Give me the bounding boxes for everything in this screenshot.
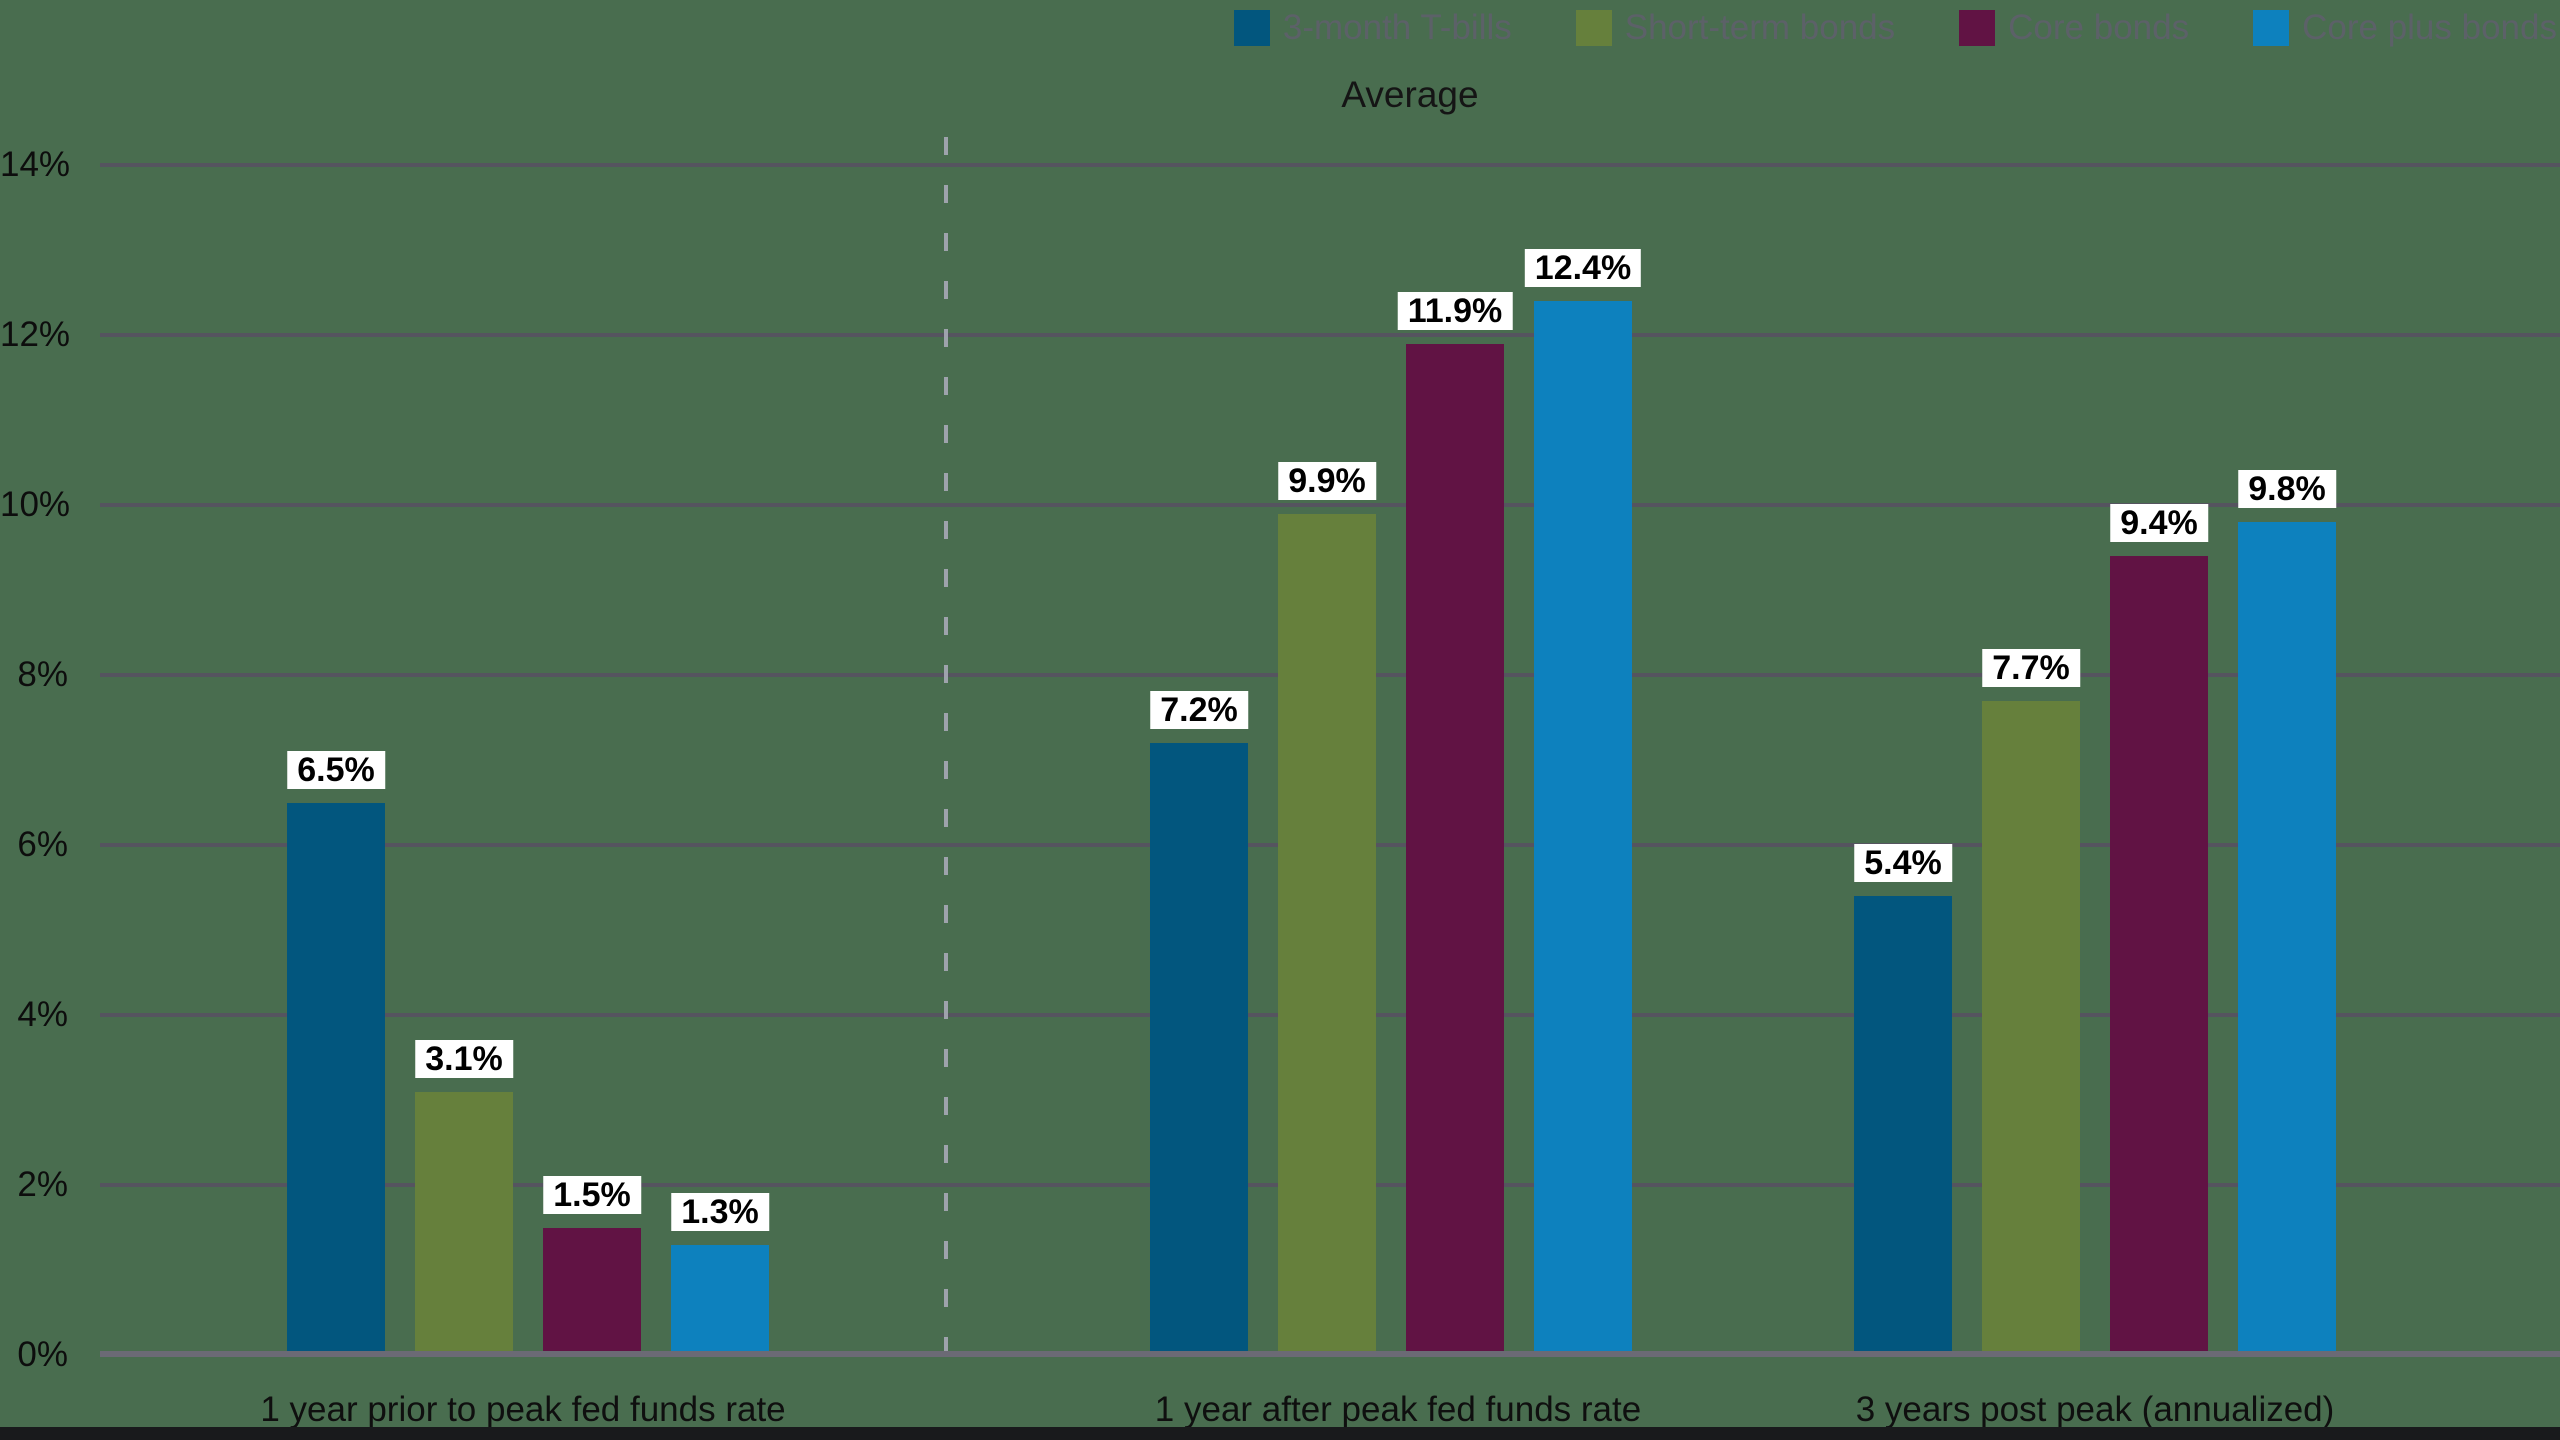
bar-core-bonds [543, 1227, 641, 1355]
bar-core-plus-bonds [671, 1244, 769, 1355]
y-axis-tick-label: 4% [17, 995, 68, 1034]
category-label: 1 year prior to peak fed funds rate [260, 1390, 786, 1429]
bar-value-label: 1.3% [671, 1192, 769, 1231]
bar-core-plus-bonds [2238, 522, 2336, 1355]
bar-value-label: 11.9% [1397, 291, 1513, 330]
bar-value-label: 6.5% [287, 750, 385, 789]
y-axis-tick-label: 0% [17, 1335, 68, 1374]
category-label: 3 years post peak (annualized) [1855, 1390, 2335, 1429]
legend-item: Core bonds [1959, 8, 2189, 48]
bar-core-plus-bonds [1534, 301, 1632, 1355]
legend-label: Core plus bonds [2302, 8, 2557, 47]
legend-swatch [1233, 10, 1270, 46]
bar-value-label: 7.2% [1150, 691, 1248, 729]
bar-value-label: 1.5% [543, 1175, 641, 1214]
legend-label: Core bonds [2008, 8, 2190, 47]
legend-item: 3-month T-bills [1233, 8, 1512, 48]
legend-swatch [2253, 10, 2290, 46]
bar-short-term-bonds [1982, 700, 2080, 1355]
bar-3-month-t-bills [287, 802, 385, 1355]
bar-3-month-t-bills [1150, 743, 1248, 1355]
bar-value-label: 7.7% [1982, 648, 2080, 687]
legend-item: Short-term bonds [1575, 8, 1896, 48]
bar-value-label: 3.1% [415, 1039, 513, 1078]
y-axis-tick-label: 14% [0, 145, 71, 184]
bar-short-term-bonds [1278, 513, 1376, 1355]
chart-title: Average [1341, 74, 1479, 115]
gridline [100, 333, 2560, 337]
legend-swatch [1575, 10, 1612, 46]
bar-short-term-bonds [415, 1091, 513, 1355]
bottom-border-strip [0, 1427, 2560, 1440]
bar-3-month-t-bills [1854, 896, 1952, 1355]
bar-value-label: 9.8% [2238, 470, 2336, 508]
y-axis-tick-label: 2% [17, 1165, 68, 1204]
bar-value-label: 5.4% [1854, 844, 1952, 882]
y-axis-tick-label: 6% [17, 825, 68, 864]
bar-core-bonds [1406, 343, 1504, 1355]
y-axis-tick-label: 12% [0, 315, 71, 354]
legend-swatch [1959, 10, 1996, 46]
bar-value-label: 9.4% [2110, 504, 2208, 542]
gridline [100, 163, 2560, 167]
legend-label: Short-term bonds [1624, 8, 1896, 47]
legend-label: 3-month T-bills [1282, 8, 1512, 47]
x-axis-line [100, 1351, 2560, 1357]
y-axis-tick-label: 8% [17, 655, 68, 694]
category-label: 1 year after peak fed funds rate [1154, 1390, 1642, 1429]
dashed-divider-line [944, 137, 948, 1355]
y-axis-tick-label: 10% [0, 485, 71, 524]
chart-legend: 3-month T-bills Short-term bonds Core bond… [1233, 8, 2557, 48]
bar-value-label: 9.9% [1278, 461, 1376, 500]
bar-value-label: 12.4% [1524, 249, 1642, 287]
gridline [100, 503, 2560, 507]
bar-core-bonds [2110, 556, 2208, 1355]
legend-item: Core plus bonds [2253, 8, 2557, 48]
